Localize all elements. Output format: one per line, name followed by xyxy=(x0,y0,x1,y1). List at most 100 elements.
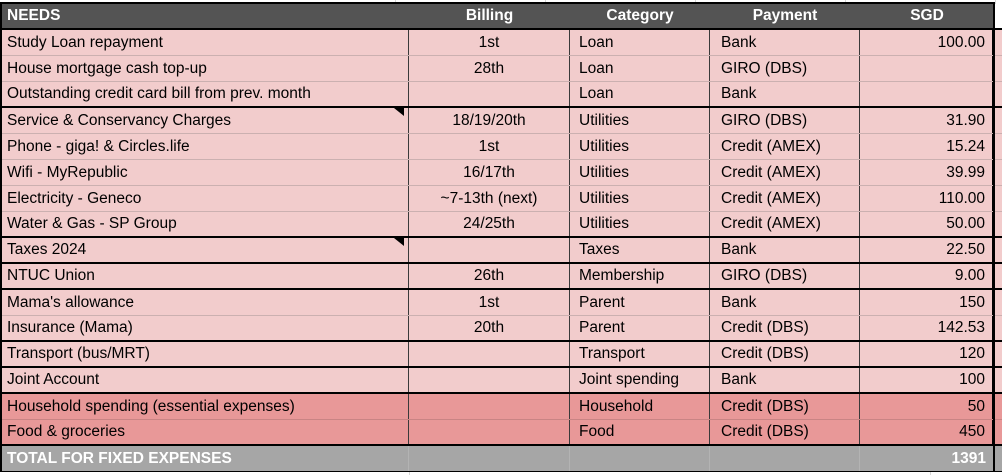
sgd-cell[interactable]: 100.00 xyxy=(860,30,994,55)
total-sgd-cell[interactable]: 1391 xyxy=(860,446,994,471)
sgd-cell[interactable]: 120 xyxy=(860,342,994,366)
payment-cell[interactable]: Credit (AMEX) xyxy=(710,212,860,236)
needs-cell-text: Water & Gas - SP Group xyxy=(7,215,177,232)
payment-cell[interactable]: Bank xyxy=(710,238,860,262)
billing-cell[interactable]: 18/19/20th xyxy=(409,108,570,133)
total-payment-cell[interactable] xyxy=(710,446,860,471)
category-cell[interactable]: Membership xyxy=(570,264,710,288)
category-cell[interactable]: Parent xyxy=(570,290,710,315)
billing-cell[interactable] xyxy=(409,238,570,262)
category-cell[interactable]: Utilities xyxy=(570,212,710,236)
category-cell[interactable]: Food xyxy=(570,420,710,444)
total-category-cell[interactable] xyxy=(570,446,710,471)
category-cell[interactable]: Joint spending xyxy=(570,368,710,392)
billing-cell[interactable] xyxy=(409,82,570,106)
sgd-cell[interactable]: 50 xyxy=(860,394,994,419)
payment-cell[interactable]: Credit (AMEX) xyxy=(710,160,860,185)
needs-cell[interactable]: Phone - giga! & Circles.life xyxy=(0,134,409,159)
total-billing-cell[interactable] xyxy=(409,446,570,471)
needs-cell[interactable]: Service & Conservancy Charges xyxy=(0,108,409,133)
sgd-cell[interactable]: 31.90 xyxy=(860,108,994,133)
total-label-cell[interactable]: TOTAL FOR FIXED EXPENSES xyxy=(0,446,409,471)
needs-cell[interactable]: Electricity - Geneco xyxy=(0,186,409,211)
table-row: Wifi - MyRepublic 16/17th Utilities Cred… xyxy=(0,160,1002,186)
sgd-cell[interactable]: 142.53 xyxy=(860,316,994,340)
billing-cell[interactable] xyxy=(409,394,570,419)
billing-cell[interactable]: 24/25th xyxy=(409,212,570,236)
header-cell-category[interactable]: Category xyxy=(570,4,710,28)
category-cell[interactable]: Transport xyxy=(570,342,710,366)
needs-cell[interactable]: Outstanding credit card bill from prev. … xyxy=(0,82,409,106)
payment-cell[interactable]: Credit (AMEX) xyxy=(710,186,860,211)
payment-cell[interactable]: Credit (DBS) xyxy=(710,316,860,340)
payment-cell[interactable]: Credit (AMEX) xyxy=(710,134,860,159)
sgd-cell[interactable]: 150 xyxy=(860,290,994,315)
payment-cell[interactable]: GIRO (DBS) xyxy=(710,264,860,288)
header-cell-needs[interactable]: NEEDS xyxy=(0,4,409,28)
billing-cell[interactable]: 28th xyxy=(409,56,570,81)
sheet-edge-bottom xyxy=(0,472,1002,475)
sgd-cell[interactable]: 50.00 xyxy=(860,212,994,236)
payment-cell[interactable]: Credit (DBS) xyxy=(710,342,860,366)
category-cell[interactable]: Taxes xyxy=(570,238,710,262)
category-cell[interactable]: Loan xyxy=(570,30,710,55)
category-cell[interactable]: Loan xyxy=(570,56,710,81)
sgd-cell[interactable]: 100 xyxy=(860,368,994,392)
needs-cell[interactable]: Mama's allowance xyxy=(0,290,409,315)
category-cell[interactable]: Utilities xyxy=(570,108,710,133)
category-cell[interactable]: Loan xyxy=(570,82,710,106)
needs-cell[interactable]: Food & groceries xyxy=(0,420,409,444)
category-cell[interactable]: Utilities xyxy=(570,160,710,185)
billing-cell[interactable] xyxy=(409,342,570,366)
payment-cell[interactable]: Bank xyxy=(710,290,860,315)
sgd-cell[interactable]: 110.00 xyxy=(860,186,994,211)
needs-cell[interactable]: Water & Gas - SP Group xyxy=(0,212,409,236)
needs-cell[interactable]: Study Loan repayment xyxy=(0,30,409,55)
needs-cell[interactable]: Joint Account xyxy=(0,368,409,392)
payment-cell[interactable]: Bank xyxy=(710,30,860,55)
billing-cell[interactable] xyxy=(409,368,570,392)
needs-cell-text: Mama's allowance xyxy=(7,293,135,311)
category-cell[interactable]: Utilities xyxy=(570,186,710,211)
payment-cell[interactable]: GIRO (DBS) xyxy=(710,56,860,81)
header-cell-sgd[interactable]: SGD xyxy=(860,4,994,28)
needs-cell[interactable]: Wifi - MyRepublic xyxy=(0,160,409,185)
category-cell[interactable]: Utilities xyxy=(570,134,710,159)
header-cell-payment[interactable]: Payment xyxy=(710,4,860,28)
billing-cell[interactable]: 26th xyxy=(409,264,570,288)
sgd-cell[interactable] xyxy=(860,82,994,106)
sgd-cell[interactable]: 22.50 xyxy=(860,238,994,262)
needs-cell[interactable]: Insurance (Mama) xyxy=(0,316,409,340)
category-cell[interactable]: Household xyxy=(570,394,710,419)
sgd-cell[interactable]: 15.24 xyxy=(860,134,994,159)
needs-cell[interactable]: NTUC Union xyxy=(0,264,409,288)
billing-cell[interactable] xyxy=(409,420,570,444)
billing-cell[interactable]: 1st xyxy=(409,290,570,315)
payment-cell[interactable]: Credit (DBS) xyxy=(710,394,860,419)
payment-cell[interactable]: Bank xyxy=(710,82,860,106)
table-row: Service & Conservancy Charges 18/19/20th… xyxy=(0,108,1002,134)
row-overflow-strip xyxy=(994,316,1002,340)
billing-cell[interactable]: ~7-13th (next) xyxy=(409,186,570,211)
sgd-cell[interactable]: 39.99 xyxy=(860,160,994,185)
sgd-cell[interactable]: 9.00 xyxy=(860,264,994,288)
sgd-cell[interactable] xyxy=(860,56,994,81)
billing-cell[interactable]: 1st xyxy=(409,134,570,159)
needs-cell[interactable]: Transport (bus/MRT) xyxy=(0,342,409,366)
billing-cell[interactable]: 20th xyxy=(409,316,570,340)
row-overflow-strip xyxy=(994,108,1002,133)
payment-cell[interactable]: Credit (DBS) xyxy=(710,420,860,444)
needs-cell[interactable]: Taxes 2024 xyxy=(0,238,409,262)
needs-cell-text: NTUC Union xyxy=(7,267,95,284)
sgd-cell[interactable]: 450 xyxy=(860,420,994,444)
header-cell-billing[interactable]: Billing xyxy=(409,4,570,28)
payment-cell[interactable]: Bank xyxy=(710,368,860,392)
table-body: Study Loan repayment 1st Loan Bank 100.0… xyxy=(0,30,1002,446)
payment-cell[interactable]: GIRO (DBS) xyxy=(710,108,860,133)
needs-cell[interactable]: Household spending (essential expenses) xyxy=(0,394,409,419)
billing-cell[interactable]: 1st xyxy=(409,30,570,55)
needs-cell[interactable]: House mortgage cash top-up xyxy=(0,56,409,81)
category-cell[interactable]: Parent xyxy=(570,316,710,340)
billing-cell[interactable]: 16/17th xyxy=(409,160,570,185)
needs-cell-text: House mortgage cash top-up xyxy=(7,59,207,77)
